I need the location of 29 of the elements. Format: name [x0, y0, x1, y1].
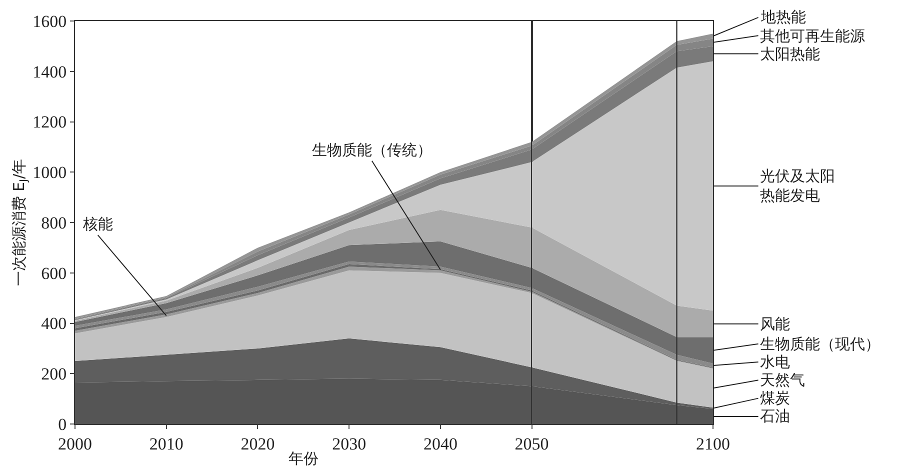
y-tick-label: 1400	[32, 62, 67, 82]
text: 核能	[82, 215, 113, 233]
x-tick-label: 2020	[240, 434, 275, 454]
text: 石油	[760, 407, 790, 425]
text: 太阳热能	[760, 45, 820, 63]
text: 光伏及太阳热能发电	[760, 167, 835, 204]
y-tick-label: 1000	[32, 163, 67, 182]
text: 其他可再生能源	[760, 27, 865, 45]
y-tick-label: 400	[41, 314, 67, 334]
y-tick-label: 0	[58, 414, 67, 434]
text: 天然气	[760, 371, 805, 389]
y-tick-label: 600	[41, 264, 67, 283]
x-tick-label: 2040	[423, 434, 458, 454]
y-tick-label: 800	[41, 213, 67, 232]
text: 水电	[760, 353, 790, 371]
x-tick-label: 2100	[696, 434, 730, 454]
x-axis-title: 年份	[288, 449, 318, 468]
x-tick-label: 2050	[514, 434, 549, 454]
y-tick-label: 1200	[32, 112, 67, 132]
x-tick-label: 2010	[149, 434, 184, 454]
x-tick-label: 2030	[332, 434, 366, 454]
text: 风能	[760, 315, 790, 333]
text: 煤炭	[760, 389, 790, 407]
x-tick-label: 2000	[58, 434, 92, 454]
text: 地热能	[760, 8, 806, 26]
text: 生物质能（现代）	[760, 335, 880, 353]
text: 生物质能（传统）	[312, 141, 432, 159]
y-tick-label: 200	[41, 364, 67, 384]
y-tick-label: 1600	[32, 12, 67, 31]
